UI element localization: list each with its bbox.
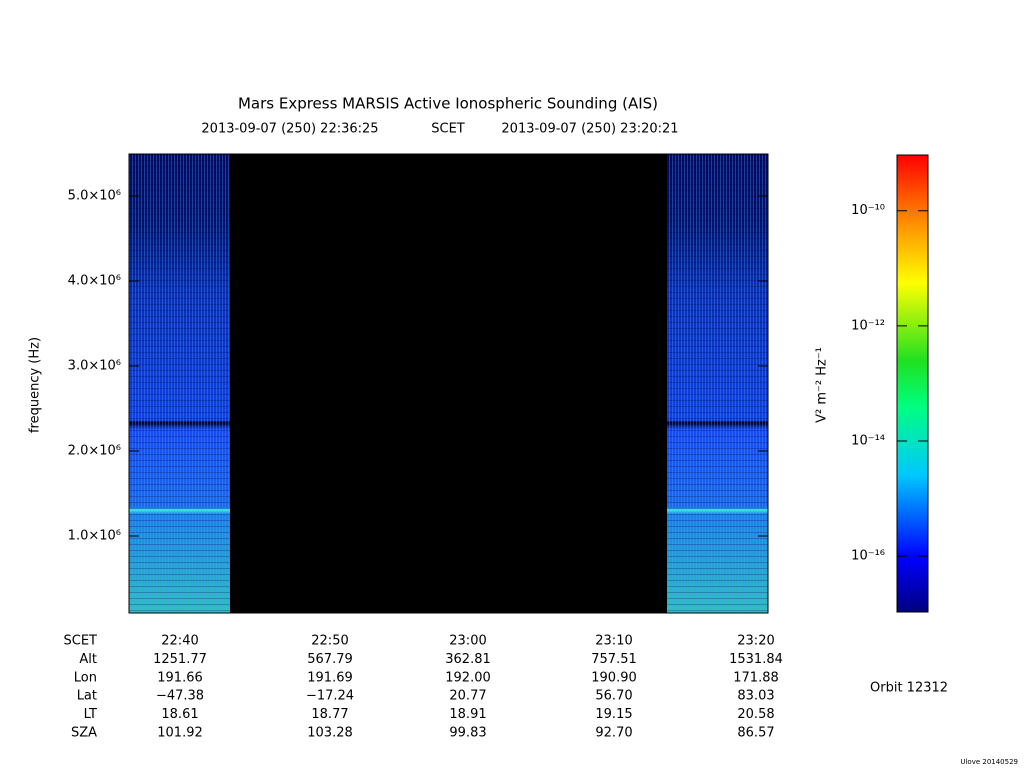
footer: Ulove 20140529 xyxy=(960,758,1018,766)
chart-title: Mars Express MARSIS Active Ionospheric S… xyxy=(238,95,658,113)
colorbar-tick-label: 10⁻¹⁰ xyxy=(851,203,885,218)
time-system: SCET xyxy=(431,122,465,137)
ephemeris-value: 192.00 xyxy=(445,670,491,685)
ephemeris-value: 101.92 xyxy=(157,726,203,741)
end-time: 2013-09-07 (250) 23:20:21 xyxy=(501,122,678,137)
x-tick-label: 22:40 xyxy=(161,634,198,649)
ephemeris-value: 362.81 xyxy=(445,652,491,667)
ephemeris-value: −17.24 xyxy=(306,689,354,704)
ephemeris-value: 56.70 xyxy=(595,689,632,704)
ephemeris-value: 83.03 xyxy=(737,689,774,704)
ephemeris-value: 92.70 xyxy=(595,726,632,741)
ephemeris-value: 757.51 xyxy=(591,652,637,667)
ephemeris-value: 20.77 xyxy=(449,689,486,704)
ephemeris-value: −47.38 xyxy=(156,689,204,704)
ephemeris-row-label: Lat xyxy=(77,689,97,704)
colorbar-tick-label: 10⁻¹⁴ xyxy=(851,434,885,449)
spectrogram-texture xyxy=(129,154,230,613)
ephemeris-row-label: Lon xyxy=(74,670,97,685)
y-axis-title: frequency (Hz) xyxy=(28,337,43,433)
ephemeris-value: 19.15 xyxy=(595,707,632,722)
ephemeris-value: 1531.84 xyxy=(729,652,783,667)
y-tick-label: 5.0×10⁶ xyxy=(68,188,121,203)
spectrogram-texture xyxy=(667,154,768,613)
y-tick-label: 2.0×10⁶ xyxy=(68,443,121,458)
x-tick-label: 23:20 xyxy=(737,634,774,649)
colorbar-tick-label: 10⁻¹⁶ xyxy=(851,549,885,564)
ephemeris-row-label: SCET xyxy=(64,634,98,649)
orbit-label: Orbit 12312 xyxy=(870,681,948,696)
ephemeris-value: 567.79 xyxy=(307,652,353,667)
colorbar-title: V² m⁻² Hz⁻¹ xyxy=(815,347,830,423)
ephemeris-value: 171.88 xyxy=(733,670,779,685)
colorbar-tick-label: 10⁻¹² xyxy=(851,318,885,333)
ephemeris-value: 18.77 xyxy=(311,707,348,722)
y-tick-label: 3.0×10⁶ xyxy=(68,358,121,373)
ephemeris-value: 191.66 xyxy=(157,670,203,685)
colorbar xyxy=(896,154,929,613)
ephemeris-value: 1251.77 xyxy=(153,652,207,667)
ephemeris-value: 20.58 xyxy=(737,707,774,722)
ephemeris-value: 191.69 xyxy=(307,670,353,685)
ephemeris-row-label: Alt xyxy=(79,652,97,667)
y-tick-label: 4.0×10⁶ xyxy=(68,273,121,288)
plot-area xyxy=(129,154,768,613)
x-tick-label: 23:10 xyxy=(595,634,632,649)
y-tick-label: 1.0×10⁶ xyxy=(68,528,121,543)
ephemeris-row-label: LT xyxy=(84,707,97,722)
plot-frame xyxy=(128,153,769,614)
ephemeris-value: 99.83 xyxy=(449,726,486,741)
x-tick-label: 23:00 xyxy=(449,634,486,649)
start-time: 2013-09-07 (250) 22:36:25 xyxy=(201,122,378,137)
ephemeris-value: 18.61 xyxy=(161,707,198,722)
ephemeris-value: 18.91 xyxy=(449,707,486,722)
ephemeris-row-label: SZA xyxy=(71,726,97,741)
ephemeris-value: 190.90 xyxy=(591,670,637,685)
x-tick-label: 22:50 xyxy=(311,634,348,649)
ephemeris-value: 103.28 xyxy=(307,726,353,741)
ephemeris-value: 86.57 xyxy=(737,726,774,741)
